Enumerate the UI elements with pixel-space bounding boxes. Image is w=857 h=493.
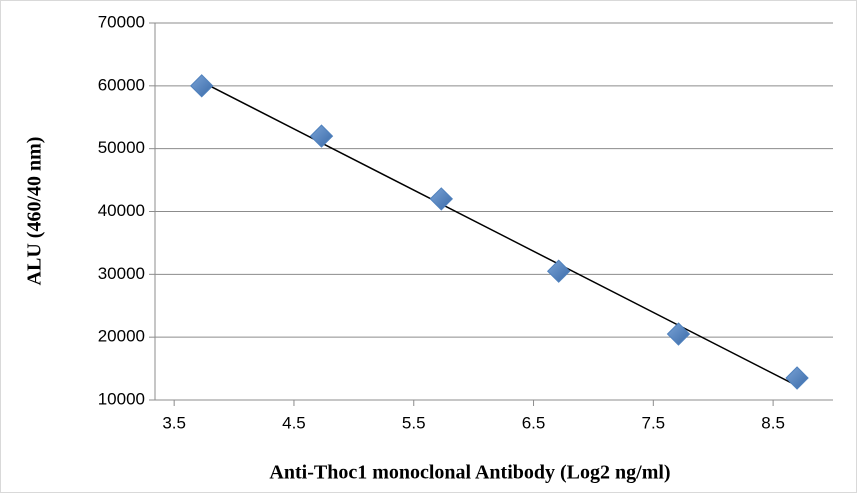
x-axis-title: Anti-Thoc1 monoclonal Antibody (Log2 ng/… — [269, 462, 670, 484]
y-axis-title: ALU (460/40 nm) — [24, 137, 46, 286]
y-tick-label: 30000 — [98, 264, 145, 283]
data-point — [785, 366, 809, 390]
y-tick-label: 10000 — [98, 389, 145, 408]
x-tick-label: 6.5 — [522, 413, 546, 432]
x-tick-label: 7.5 — [641, 413, 665, 432]
x-tick-label: 5.5 — [402, 413, 426, 432]
y-tick-label: 50000 — [98, 138, 145, 157]
y-tick-label: 70000 — [98, 12, 145, 31]
data-point — [666, 322, 691, 346]
x-tick-label: 3.5 — [162, 413, 186, 432]
data-point — [429, 187, 454, 211]
y-tick-label: 20000 — [98, 327, 145, 346]
trendline — [201, 81, 798, 387]
data-point — [546, 259, 571, 283]
data-point — [309, 124, 334, 148]
y-tick-label: 60000 — [98, 75, 145, 94]
x-tick-label: 8.5 — [761, 413, 785, 432]
data-point — [190, 74, 214, 98]
y-tick-label: 40000 — [98, 201, 145, 220]
x-tick-label: 4.5 — [282, 413, 306, 432]
